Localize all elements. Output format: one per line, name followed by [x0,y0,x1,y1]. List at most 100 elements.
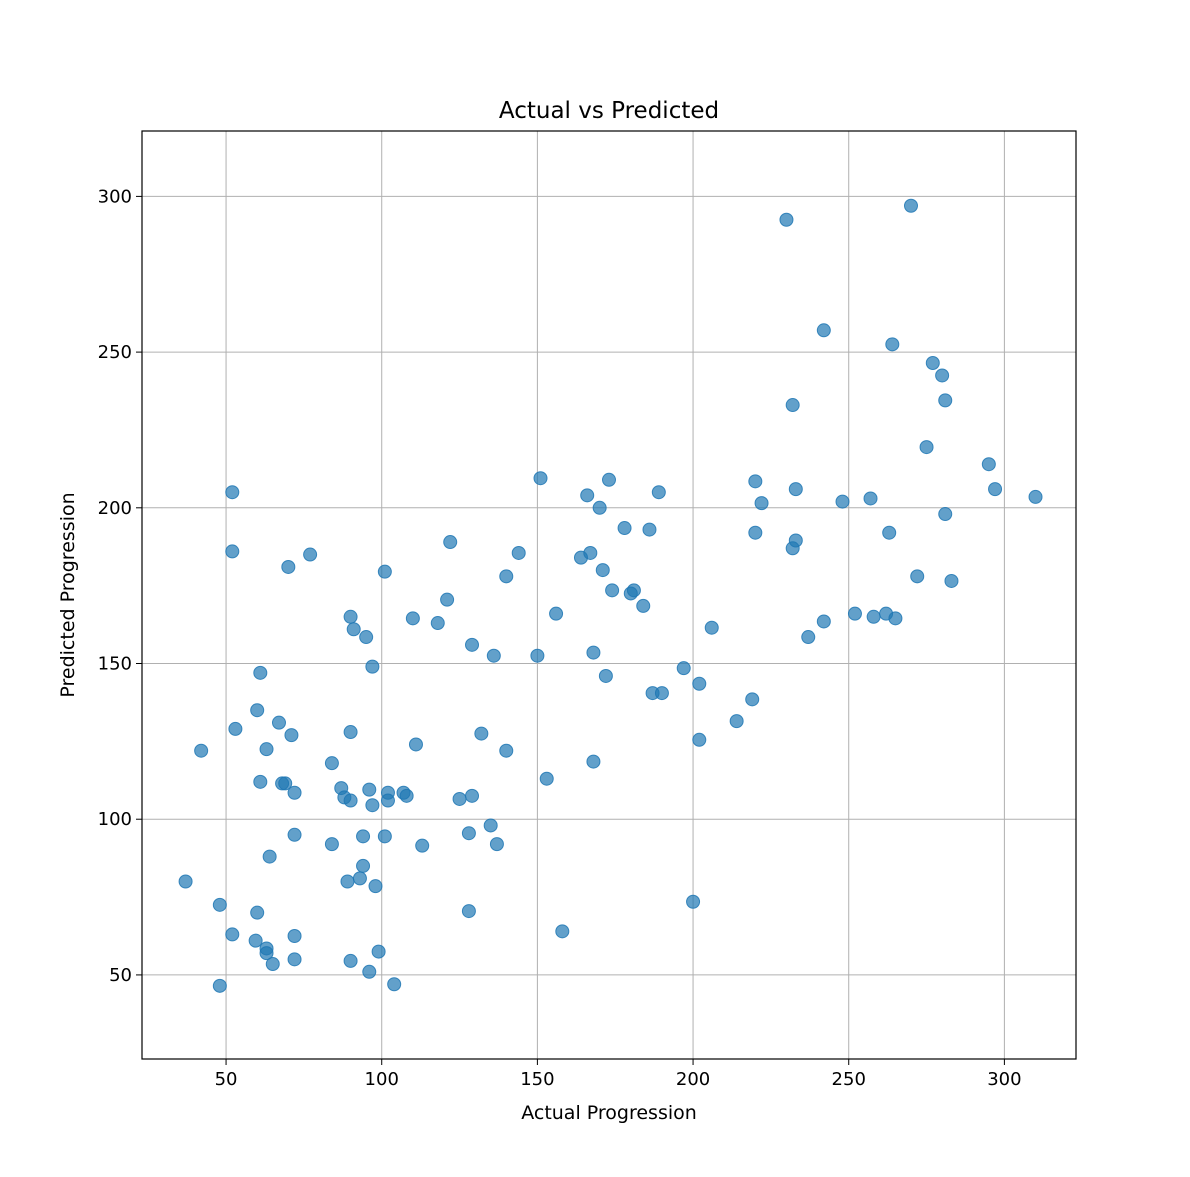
x-tick-label: 300 [987,1069,1021,1090]
scatter-point [486,648,501,663]
scatter-point [489,837,504,852]
scatter-point [676,661,691,676]
scatter-point [362,964,377,979]
scatter-point [779,212,794,227]
scatter-point [352,871,367,886]
scatter-point [754,496,769,511]
scatter-point [287,952,302,967]
scatter-point [847,606,862,621]
scatter-point [356,858,371,873]
scatter-point [511,545,526,560]
scatter-point [465,637,480,652]
scatter-point [324,837,339,852]
scatter-point [343,725,358,740]
scatter-point [903,198,918,213]
chart-title: Actual vs Predicted [499,98,719,124]
scatter-point [194,743,209,758]
scatter-point [365,659,380,674]
scatter-point [788,482,803,497]
plot-frame [141,130,1077,1060]
scatter-point [212,897,227,912]
scatter-point [642,522,657,537]
scatter-point [863,491,878,506]
y-axis-ticks: 50 100 150 200 250 300 [98,186,142,986]
scatter-point [499,743,514,758]
scatter-point [405,611,420,626]
scatter-point [253,774,268,789]
scatter-point [287,827,302,842]
y-axis-label: Predicted Progression [57,492,79,697]
scatter-point [816,323,831,338]
scatter-point [465,788,480,803]
scatter-point [533,471,548,486]
scatter-point [704,620,719,635]
y-tick-label: 200 [98,498,132,519]
scatter-point [586,754,601,769]
scatter-point [910,569,925,584]
scatter-point [745,692,760,707]
scatter-point [938,393,953,408]
scatter-point [866,609,881,624]
scatter-point [343,609,358,624]
scatter-point [882,525,897,540]
scatter-point [499,569,514,584]
scatter-point [474,726,489,741]
scatter-point [440,592,455,607]
scatter-point [262,849,277,864]
scatter-point [785,398,800,413]
scatter-point [748,474,763,489]
scatter-point [271,715,286,730]
data-points [178,198,1043,993]
scatter-point [452,791,467,806]
scatter-point [281,559,296,574]
scatter-point [580,488,595,503]
scatter-point [387,977,402,992]
x-tick-label: 50 [215,1069,238,1090]
scatter-point [259,946,274,961]
scatter-point [430,616,445,631]
scatter-point [343,793,358,808]
scatter-point [250,905,265,920]
scatter-point [303,547,318,562]
scatter-point [539,771,554,786]
scatter-point [692,732,707,747]
scatter-point [748,525,763,540]
scatter-point [483,818,498,833]
y-tick-label: 150 [98,654,132,675]
scatter-point [399,788,414,803]
scatter-point [178,874,193,889]
scatter-point [938,507,953,522]
scatter-point [686,894,701,909]
scatter-point [598,668,613,683]
scatter-point [284,728,299,743]
scatter-point [583,545,598,560]
scatter-point [380,793,395,808]
scatter-point [888,611,903,626]
scatter-point [944,573,959,588]
scatter-point [248,933,263,948]
scatter-point [935,368,950,383]
scatter-point [1028,489,1043,504]
x-tick-label: 250 [832,1069,866,1090]
scatter-point [555,924,570,939]
x-tick-label: 200 [676,1069,710,1090]
scatter-point [356,829,371,844]
scatter-point [408,737,423,752]
scatter-point [415,838,430,853]
scatter-point [343,953,358,968]
x-axis-ticks: 50 100 150 200 250 300 [215,1059,1022,1090]
scatter-point [626,583,641,598]
scatter-point [259,742,274,757]
scatter-point [461,904,476,919]
scatter-point [371,944,386,959]
x-tick-label: 100 [365,1069,399,1090]
scatter-point [617,521,632,536]
scatter-point [346,622,361,637]
scatter-point [443,535,458,550]
scatter-point [265,957,280,972]
x-tick-label: 150 [520,1069,554,1090]
scatter-point [925,356,940,370]
x-axis-label: Actual Progression [521,1102,697,1124]
scatter-point [287,785,302,800]
